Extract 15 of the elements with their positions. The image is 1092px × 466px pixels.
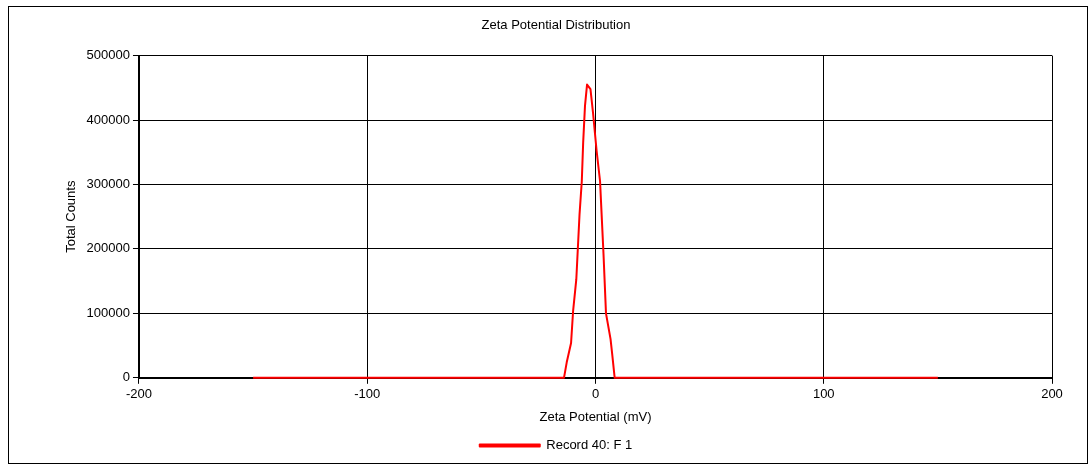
legend-label: Record 40: F 1 <box>546 437 633 453</box>
x-tick-label: -200 <box>125 386 152 402</box>
chart-title: Zeta Potential Distribution <box>481 17 631 33</box>
y-tick-label: 200000 <box>86 240 130 256</box>
y-axis-title: Total Counts <box>63 180 79 253</box>
y-tick-label: 100000 <box>86 304 130 320</box>
y-tick-label: 500000 <box>86 47 130 63</box>
x-tick-label: 100 <box>812 386 835 402</box>
x-tick-label: -100 <box>354 386 381 402</box>
x-axis-title: Zeta Potential (mV) <box>539 408 652 424</box>
y-tick-label: 300000 <box>86 176 130 192</box>
y-tick-label: 0 <box>122 369 130 385</box>
x-tick-label: 0 <box>591 386 600 402</box>
x-tick-label: 200 <box>1041 386 1063 402</box>
y-tick-label: 400000 <box>86 111 130 127</box>
